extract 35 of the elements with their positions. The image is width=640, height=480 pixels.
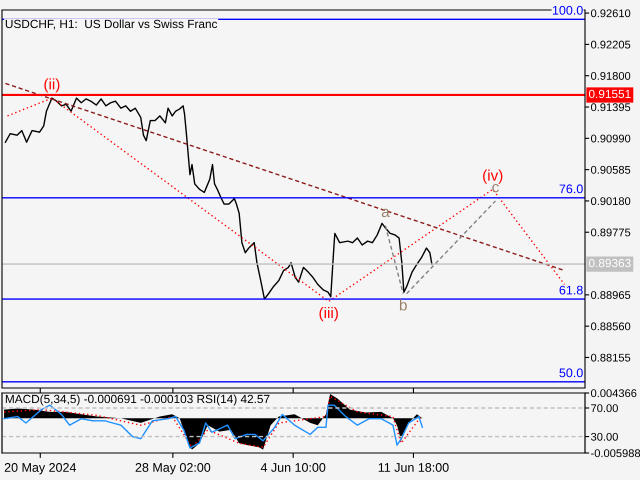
y-tick-label: 0.88560 bbox=[590, 322, 630, 330]
y2-tick-label: 70.00 bbox=[591, 404, 618, 412]
x-tick-label: 20 May 2024 bbox=[4, 463, 76, 474]
x-tick-label: 4 Jun 10:00 bbox=[260, 463, 326, 472]
line-series bbox=[3, 404, 424, 449]
y-tick-label: 0.88965 bbox=[590, 291, 630, 299]
text: USDCHF, H1: US Dollar vs Swiss Franc bbox=[6, 19, 218, 30]
chart-title: MACD(5,34,5) -0.000691 -0.000103 RSI(14) 42.57 bbox=[6, 394, 270, 406]
annotation: 50.0 bbox=[559, 368, 583, 378]
x-tick-label: 11 Jun 18:00 bbox=[378, 463, 449, 472]
y-tick-label: 0.91395 bbox=[590, 103, 630, 112]
y-tick-label: 0.88155 bbox=[590, 354, 630, 362]
y-tick-label: 0.90585 bbox=[590, 166, 630, 174]
y-tick-label: 0.004366 bbox=[590, 389, 636, 398]
annotation: b bbox=[400, 299, 407, 310]
y2-tick-label: 30.00 bbox=[590, 432, 618, 441]
y-tick-label: 0.92610 bbox=[590, 9, 630, 18]
ref-line-label: 0.89363 bbox=[588, 258, 631, 268]
ref-line-label: 0.91551 bbox=[588, 90, 631, 98]
annotation: c bbox=[492, 184, 499, 192]
y-tick-label: 0.90180 bbox=[590, 197, 630, 206]
annotation: 61.8 bbox=[560, 286, 583, 295]
annotation: (ii) bbox=[44, 78, 60, 93]
y-tick-label: 0.90990 bbox=[590, 134, 630, 142]
annotation: 76.0 bbox=[560, 184, 583, 194]
y-tick-label: 0.89775 bbox=[590, 228, 630, 236]
annotation: a bbox=[382, 208, 390, 218]
x-tick-label: 28 May 02:00 bbox=[136, 463, 210, 474]
y-tick-label: -0.005988 bbox=[591, 449, 640, 458]
annotation: (iv) bbox=[483, 170, 502, 184]
line-series bbox=[4, 97, 433, 300]
annotation: (iii) bbox=[319, 306, 338, 322]
y-tick-label: 0.91800 bbox=[590, 72, 630, 80]
annotation: 100.0 bbox=[552, 6, 583, 15]
y-tick-label: 0.92205 bbox=[590, 40, 630, 49]
